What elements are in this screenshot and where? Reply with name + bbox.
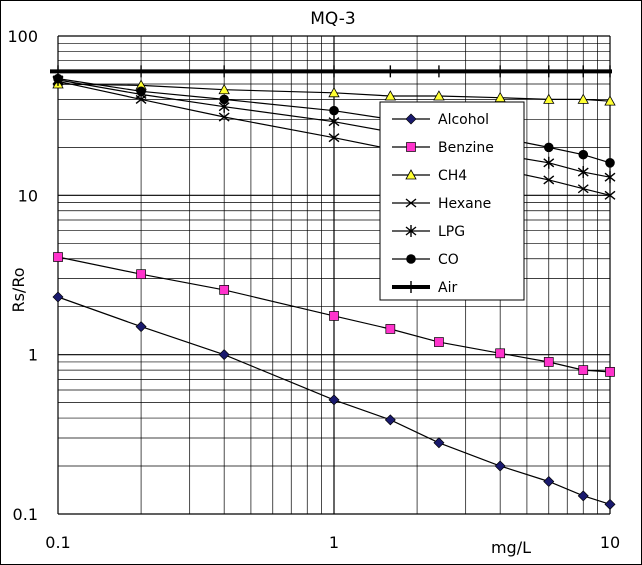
data-point: [135, 321, 147, 333]
data-point: [219, 94, 229, 105]
data-point: [433, 90, 445, 101]
data-point: [405, 225, 417, 237]
data-point: [218, 349, 230, 361]
y-tick-label: 0.1: [13, 505, 38, 524]
data-point: [543, 142, 554, 153]
data-point: [218, 112, 230, 122]
legend-item: Alcohol: [392, 112, 489, 128]
data-point: [433, 437, 445, 449]
data-point: [604, 190, 616, 200]
series-line: [57, 256, 611, 373]
data-point: [604, 498, 616, 510]
legend-item: LPG: [392, 224, 465, 240]
data-point: [406, 142, 416, 152]
y-tick-label: 10: [18, 186, 38, 205]
data-point: [218, 83, 230, 95]
x-tick-label: 1: [329, 533, 339, 552]
legend-label: Alcohol: [438, 112, 489, 128]
legend-item: Benzine: [392, 140, 494, 156]
series-benzine: [53, 252, 615, 377]
series-air: [50, 65, 612, 78]
legend-label: CO: [438, 252, 459, 268]
series-line: [57, 296, 611, 505]
y-axis-label: Rs/Ro: [9, 267, 28, 312]
legend-item: Air: [392, 280, 457, 296]
data-point: [219, 285, 230, 295]
data-point: [578, 149, 589, 160]
data-point: [329, 105, 339, 116]
data-point: [136, 269, 146, 280]
data-point: [405, 113, 417, 125]
series-layer: [50, 65, 616, 510]
y-tick-label: 1: [28, 346, 38, 365]
x-axis-label: mg/L: [491, 538, 531, 557]
data-point: [543, 156, 555, 169]
data-point: [578, 365, 589, 375]
legend-item: CO: [392, 252, 459, 268]
legend-label: LPG: [438, 224, 465, 240]
x-tick-label: 0.1: [45, 533, 70, 552]
data-point: [328, 86, 340, 98]
tick-labels: 0.1 1 10 100 10 1 0.1: [7, 27, 620, 552]
data-point: [543, 357, 554, 367]
data-point: [384, 414, 396, 426]
data-point: [605, 158, 615, 168]
y-tick-label: 100: [7, 27, 38, 46]
data-point: [543, 475, 555, 487]
data-point: [136, 86, 146, 97]
legend-item: Hexane: [392, 196, 491, 212]
legend-label: Air: [438, 280, 457, 296]
series-line: [57, 83, 611, 102]
data-point: [384, 90, 397, 101]
x-tick-label: 10: [600, 533, 620, 552]
data-point: [577, 93, 589, 104]
legend: Alcohol Benzine CH4 Hexane LPG CO Air: [379, 101, 525, 301]
data-point: [543, 93, 555, 104]
data-point: [405, 169, 417, 180]
data-point: [577, 490, 589, 502]
data-point: [406, 254, 416, 264]
data-point: [329, 311, 339, 321]
data-point: [328, 115, 340, 128]
data-point: [494, 460, 506, 472]
legend-item: CH4: [392, 168, 467, 184]
legend-label: CH4: [438, 168, 467, 184]
data-point: [604, 95, 616, 106]
data-point: [434, 337, 444, 347]
legend-label: Benzine: [438, 140, 494, 156]
data-point: [328, 394, 340, 406]
legend-label: Hexane: [438, 196, 491, 212]
data-point: [605, 367, 615, 377]
data-point: [385, 324, 396, 334]
data-point: [577, 166, 589, 179]
legend-box: [379, 101, 525, 301]
data-point: [53, 252, 63, 262]
data-point: [604, 171, 616, 184]
series-alcohol: [52, 291, 616, 510]
data-point: [495, 348, 506, 359]
data-point: [328, 133, 340, 143]
data-point: [53, 73, 63, 84]
data-point: [577, 184, 589, 194]
data-point: [543, 175, 555, 185]
data-point: [52, 291, 64, 303]
data-point: [405, 198, 417, 208]
chart-title: MQ-3: [310, 9, 355, 29]
